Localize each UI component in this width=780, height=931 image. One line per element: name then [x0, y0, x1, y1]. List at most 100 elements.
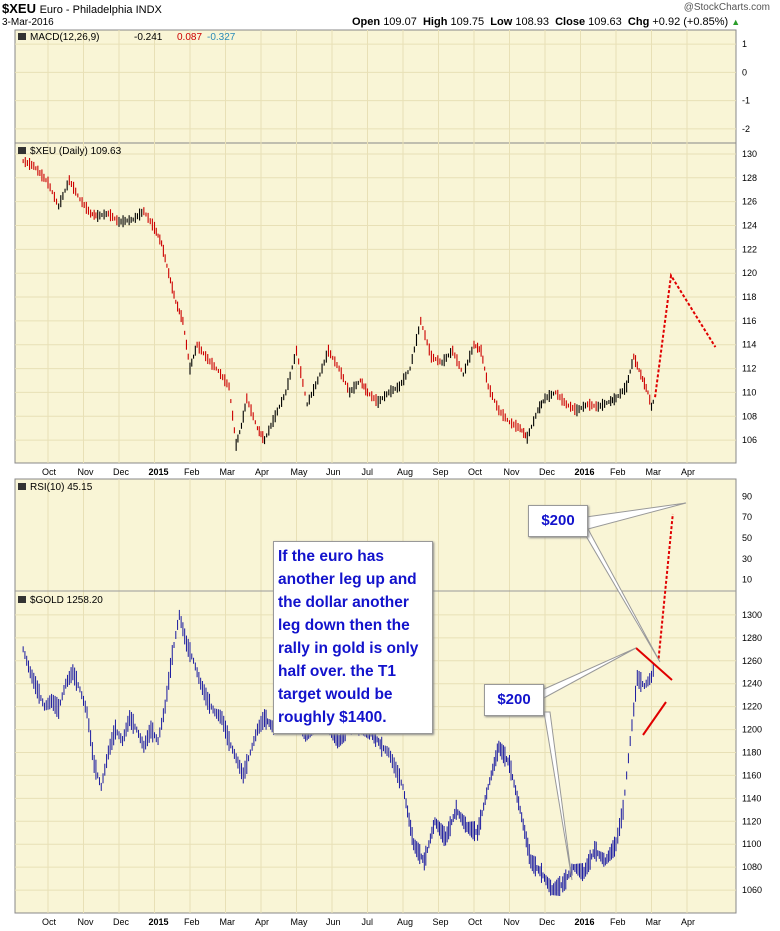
rsi-y-tick: 10	[742, 575, 752, 585]
gold-y-tick: 1260	[742, 656, 762, 666]
gold-projection-line	[657, 513, 674, 659]
gold-y-tick: 1060	[742, 885, 762, 895]
gold-x-tick: Jun	[326, 917, 341, 927]
open-value: 109.07	[383, 16, 417, 28]
instrument-name: Euro - Philadelphia INDX	[39, 4, 162, 16]
xeu-x-tick: Nov	[504, 467, 521, 477]
xeu-x-tick: Feb	[610, 467, 626, 477]
gold-x-tick: Mar	[646, 917, 662, 927]
close-value: 109.63	[588, 16, 622, 28]
gold-x-tick: Mar	[220, 917, 236, 927]
gold-y-tick: 1200	[742, 725, 762, 735]
gold-y-tick: 1300	[742, 610, 762, 620]
gold-x-tick: May	[291, 917, 309, 927]
macd-value: -0.241	[134, 32, 163, 43]
gold-x-tick: Dec	[113, 917, 130, 927]
low-label: Low	[490, 16, 513, 28]
gold-x-tick: Nov	[78, 917, 95, 927]
xeu-x-tick: Aug	[397, 467, 413, 477]
watermark: @StockCharts.com	[683, 2, 770, 13]
xeu-legend-icon	[18, 147, 26, 154]
gold-lower-trendline	[642, 701, 667, 736]
gold-y-tick: 1220	[742, 702, 762, 712]
rsi-y-tick: 30	[742, 554, 752, 564]
xeu-x-tick: Apr	[681, 467, 695, 477]
macd-y-tick: -2	[742, 124, 750, 134]
xeu-y-tick: 110	[742, 387, 756, 397]
xeu-y-tick: 108	[742, 411, 757, 421]
xeu-y-tick: 128	[742, 173, 757, 183]
rsi-legend: RSI(10) 45.15	[30, 482, 93, 493]
gold-y-tick: 1280	[742, 633, 762, 643]
gold-y-tick: 1240	[742, 679, 762, 689]
chg-label: Chg	[627, 16, 650, 28]
rsi-y-tick: 90	[742, 491, 752, 501]
high-label: High	[422, 16, 448, 28]
gold-x-tick: 2016	[575, 917, 595, 927]
gold-x-tick: Aug	[397, 917, 413, 927]
xeu-y-tick: 116	[742, 316, 756, 326]
close-label: Close	[555, 16, 586, 28]
macd-histogram-value: -0.327	[207, 32, 236, 43]
xeu-y-tick: 122	[742, 244, 757, 254]
macd-legend: MACD(12,26,9)	[30, 32, 99, 43]
gold-y-tick: 1100	[742, 839, 761, 849]
macd-signal-value: 0.087	[177, 32, 202, 43]
gold-x-tick: Dec	[539, 917, 556, 927]
macd-y-tick: 1	[742, 39, 747, 49]
xeu-y-tick: 120	[742, 268, 757, 278]
xeu-x-tick: May	[291, 467, 309, 477]
xeu-x-tick: Dec	[539, 467, 556, 477]
chart-date: 3-Mar-2016	[2, 17, 54, 28]
xeu-x-tick: Apr	[255, 467, 269, 477]
gold-y-tick: 1080	[742, 862, 762, 872]
gold-x-tick: Oct	[42, 917, 57, 927]
gold-legend-icon	[18, 596, 26, 603]
gold-legend: $GOLD 1258.20	[30, 595, 103, 606]
xeu-y-tick: 124	[742, 221, 757, 231]
xeu-y-tick: 130	[742, 149, 757, 159]
callout-200-top: $200	[528, 505, 588, 537]
callout-200-bottom: $200	[484, 684, 544, 716]
xeu-price-series	[22, 157, 654, 451]
gold-x-tick: Nov	[504, 917, 521, 927]
macd-y-tick: -1	[742, 96, 750, 106]
xeu-x-tick: Nov	[78, 467, 95, 477]
high-value: 109.75	[450, 16, 485, 28]
gold-x-tick: 2015	[149, 917, 169, 927]
chg-value: +0.92 (+0.85%)	[652, 16, 729, 28]
gold-x-tick: Jul	[362, 917, 374, 927]
xeu-x-tick: Sep	[433, 467, 449, 477]
gold-y-tick: 1180	[742, 748, 761, 758]
annotation-note: If the euro has another leg up and the d…	[273, 541, 433, 734]
xeu-x-tick: Oct	[468, 467, 483, 477]
xeu-x-tick: Jul	[362, 467, 374, 477]
gold-y-tick: 1140	[742, 793, 761, 803]
gold-x-tick: Oct	[468, 917, 483, 927]
xeu-x-tick: Jun	[326, 467, 341, 477]
gold-x-tick: Sep	[433, 917, 449, 927]
rsi-y-tick: 70	[742, 512, 752, 522]
gold-y-tick: 1120	[742, 816, 761, 826]
ohlc-readout: Open 109.07 High 109.75 Low 108.93 Close…	[352, 16, 740, 28]
xeu-y-tick: 118	[742, 292, 756, 302]
xeu-panel	[14, 142, 737, 464]
xeu-y-tick: 106	[742, 435, 757, 445]
xeu-y-tick: 126	[742, 197, 757, 207]
xeu-x-tick: 2016	[575, 467, 595, 477]
macd-y-tick: 0	[742, 67, 747, 77]
rsi-y-tick: 50	[742, 533, 752, 543]
xeu-x-tick: 2015	[149, 467, 169, 477]
xeu-x-tick: Mar	[646, 467, 662, 477]
callout-bottom-pointer-2	[543, 711, 573, 881]
gold-x-tick: Feb	[184, 917, 200, 927]
symbol: $XEU	[2, 1, 36, 16]
xeu-x-tick: Oct	[42, 467, 57, 477]
xeu-projection-line	[654, 272, 717, 398]
xeu-legend: $XEU (Daily) 109.63	[30, 146, 122, 157]
rsi-legend-icon	[18, 483, 26, 490]
xeu-x-tick: Feb	[184, 467, 200, 477]
xeu-x-tick: Mar	[220, 467, 236, 477]
open-label: Open	[352, 16, 381, 28]
